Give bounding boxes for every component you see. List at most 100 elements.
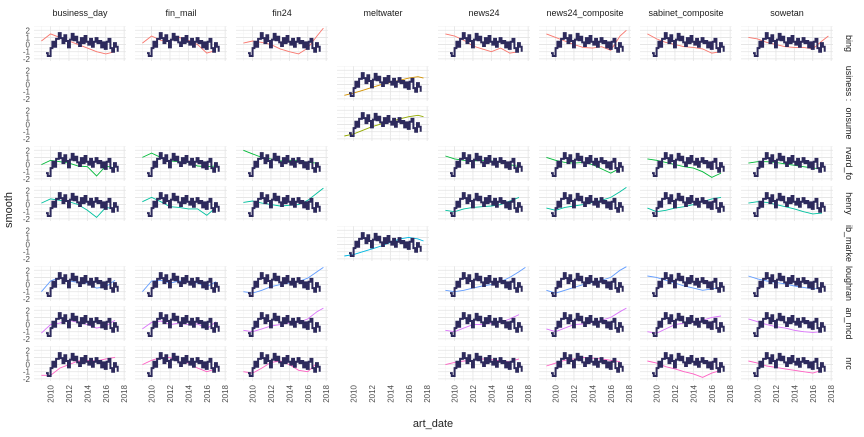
reference-step-line [551, 272, 624, 297]
x-tick-label: 2014 [184, 384, 193, 402]
panel-sowetan-row-7 [741, 306, 833, 341]
x-tick-label: 2012 [570, 384, 579, 402]
col-strip-sowetan: sowetan [770, 8, 804, 18]
panel-layer [34, 26, 833, 381]
y-tick-label: -1 [23, 328, 31, 337]
y-tick-label: 2 [26, 306, 31, 315]
x-tick-label: 2016 [809, 384, 818, 402]
y-tick-label: 2 [26, 146, 31, 155]
x-tick-label: 2010 [148, 384, 157, 402]
col-strip-news24-composite: news24_composite [546, 8, 623, 18]
panel-fin24-row-7 [236, 306, 328, 341]
reference-step-line [652, 192, 725, 217]
reference-step-line [551, 32, 624, 57]
x-tick-label: 2014 [83, 384, 92, 402]
axis-layer: -2-1012-2-1012-2-1012-2-1012-2-1012-2-10… [23, 26, 836, 403]
panel-fin-mail-row-3 [135, 146, 227, 181]
y-tick-label: 1 [26, 273, 31, 282]
reference-step-line [147, 192, 220, 217]
row-strip-label: bing [844, 35, 854, 52]
panel-fin24-row-8 [236, 346, 328, 381]
panel-sowetan-row-0 [741, 26, 833, 61]
panel-news24-composite-row-3 [539, 146, 631, 181]
panel-sabinet-composite-row-4 [640, 186, 732, 221]
y-tick-label: -1 [23, 48, 31, 57]
panel-sabinet-composite-row-8 [640, 346, 732, 381]
y-tick-label: 1 [26, 313, 31, 322]
reference-step-line [753, 312, 826, 337]
y-tick-label: 2 [26, 26, 31, 35]
x-tick-label: 2014 [588, 384, 597, 402]
x-tick-label: 2010 [249, 384, 258, 402]
col-strip-meltwater: meltwater [363, 8, 402, 18]
x-tick-label: 2010 [754, 384, 763, 402]
row-strip-label: onsume [844, 107, 854, 139]
panel-business-day-row-7 [34, 306, 126, 341]
panel-news24-row-3 [438, 146, 530, 181]
panel-sowetan-row-4 [741, 186, 833, 221]
reference-step-line [46, 272, 119, 297]
panel-news24-composite-row-0 [539, 26, 631, 61]
panel-sabinet-composite-row-7 [640, 306, 732, 341]
panel-business-day-row-3 [34, 146, 126, 181]
y-tick-label: 2 [26, 106, 31, 115]
x-tick-label: 2010 [552, 384, 561, 402]
y-tick-label: 1 [26, 113, 31, 122]
reference-step-line [147, 352, 220, 377]
y-tick-label: -1 [23, 208, 31, 217]
reference-step-line [248, 192, 321, 217]
x-tick-label: 2012 [65, 384, 74, 402]
panel-fin-mail-row-4 [135, 186, 227, 221]
reference-step-line [450, 272, 523, 297]
x-tick-label: 2018 [625, 384, 634, 402]
reference-step-line [147, 152, 220, 177]
y-tick-label: 0 [26, 161, 31, 170]
x-tick-label: 2010 [350, 384, 359, 402]
y-tick-label: -2 [23, 295, 31, 304]
panel-news24-row-0 [438, 26, 530, 61]
x-tick-label: 2016 [304, 384, 313, 402]
reference-step-line [46, 32, 119, 57]
panel-news24-row-8 [438, 346, 530, 381]
reference-step-line [450, 32, 523, 57]
x-tick-label: 2016 [708, 384, 717, 402]
reference-step-line [349, 232, 422, 257]
col-strip-business-day: business_day [52, 8, 108, 18]
reference-step-line [46, 352, 119, 377]
panel-fin24-row-0 [236, 26, 328, 61]
reference-step-line [248, 152, 321, 177]
x-tick-label: 2010 [451, 384, 460, 402]
panel-sabinet-composite-row-6 [640, 266, 732, 301]
x-tick-label: 2018 [221, 384, 230, 402]
y-tick-label: 0 [26, 241, 31, 250]
reference-step-line [753, 272, 826, 297]
row-strip-label: henry [844, 192, 854, 215]
x-tick-label: 2016 [203, 384, 212, 402]
y-tick-label: -2 [23, 135, 31, 144]
reference-step-line [753, 32, 826, 57]
reference-step-line [753, 192, 826, 217]
x-tick-label: 2016 [607, 384, 616, 402]
panel-sabinet-composite-row-3 [640, 146, 732, 181]
y-tick-label: -2 [23, 335, 31, 344]
reference-step-line [450, 152, 523, 177]
panel-business-day-row-6 [34, 266, 126, 301]
x-tick-label: 2014 [790, 384, 799, 402]
panel-sowetan-row-8 [741, 346, 833, 381]
row-strip-label: an_mcd [844, 307, 854, 339]
panel-business-day-row-8 [34, 346, 126, 381]
x-tick-label: 2012 [772, 384, 781, 402]
y-tick-label: 1 [26, 353, 31, 362]
row-strip-label: ib_marke [844, 225, 854, 262]
reference-step-line [248, 272, 321, 297]
reference-step-line [147, 32, 220, 57]
x-tick-label: 2012 [469, 384, 478, 402]
y-tick-label: -2 [23, 55, 31, 64]
reference-step-line [551, 152, 624, 177]
y-tick-label: -2 [23, 375, 31, 384]
panel-news24-composite-row-8 [539, 346, 631, 381]
reference-step-line [652, 272, 725, 297]
y-tick-label: 0 [26, 41, 31, 50]
reference-step-line [450, 192, 523, 217]
